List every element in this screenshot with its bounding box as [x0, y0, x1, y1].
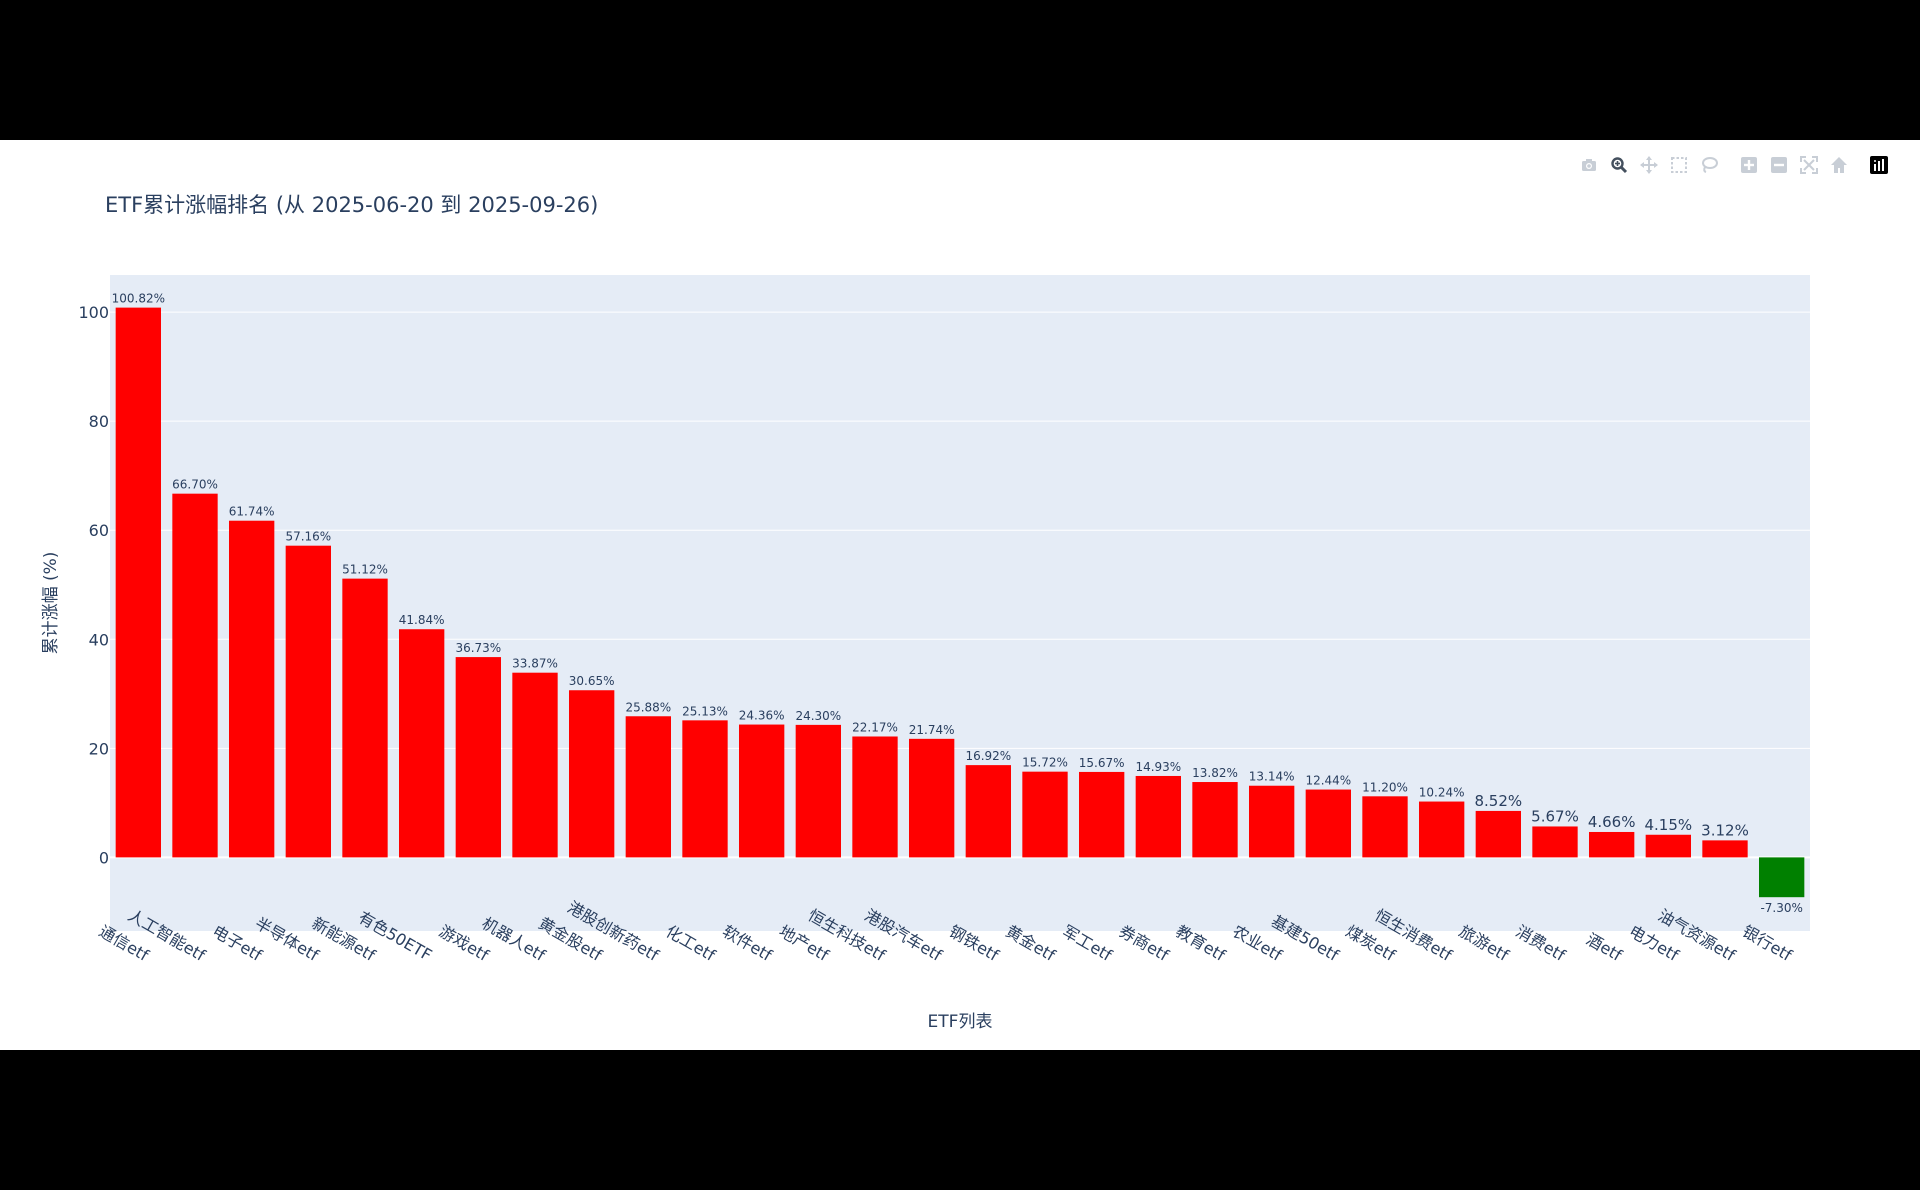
- bar-value-label: 14.93%: [1135, 760, 1181, 774]
- bar[interactable]: [115, 307, 161, 858]
- autoscale-icon[interactable]: [1798, 154, 1820, 176]
- bar-value-label: 36.73%: [455, 641, 501, 655]
- y-tick-label: 60: [89, 521, 109, 540]
- modebar: [1578, 154, 1898, 176]
- bar-value-label: 66.70%: [172, 478, 218, 492]
- bar-value-label: 33.87%: [512, 657, 558, 671]
- bar[interactable]: [1249, 785, 1295, 858]
- bar[interactable]: [852, 736, 898, 858]
- x-tick-label: 酒etf: [1583, 930, 1626, 966]
- bar-value-label: 57.16%: [285, 530, 331, 544]
- bar-value-label: 13.82%: [1192, 766, 1238, 780]
- y-tick-label: 0: [99, 848, 109, 867]
- bar-labels: 100.82% 66.70% 61.74% 57.16% 51.12% 41.84% 36.…: [112, 292, 1803, 916]
- lasso-select-icon[interactable]: [1698, 154, 1720, 176]
- bar[interactable]: [1702, 840, 1748, 858]
- bar-value-label: 4.66%: [1588, 813, 1636, 831]
- bar-value-label: 16.92%: [965, 749, 1011, 763]
- bar[interactable]: [1589, 831, 1635, 858]
- bars: [115, 307, 1805, 898]
- zoom-in-icon[interactable]: [1738, 154, 1760, 176]
- bar[interactable]: [1022, 771, 1068, 858]
- bar[interactable]: [739, 724, 785, 858]
- bar-value-label: 21.74%: [909, 723, 955, 737]
- bar[interactable]: [1192, 782, 1238, 858]
- bar[interactable]: [1645, 834, 1691, 858]
- bar-value-label: 41.84%: [399, 613, 445, 627]
- bar-value-label: 5.67%: [1531, 807, 1579, 825]
- bar[interactable]: [1305, 789, 1351, 858]
- bar[interactable]: [1135, 775, 1181, 858]
- bar[interactable]: [1475, 810, 1521, 858]
- bar[interactable]: [682, 720, 728, 858]
- bar[interactable]: [909, 738, 955, 858]
- zoom-icon[interactable]: [1608, 154, 1630, 176]
- reset-axes-icon[interactable]: [1828, 154, 1850, 176]
- bar-value-label: 51.12%: [342, 563, 388, 577]
- bar[interactable]: [455, 657, 501, 858]
- bar[interactable]: [625, 716, 671, 858]
- bar-value-label: 15.72%: [1022, 756, 1068, 770]
- bar[interactable]: [1419, 801, 1465, 858]
- bar[interactable]: [172, 493, 218, 858]
- y-tick-label: 40: [89, 630, 109, 649]
- x-axis-title: ETF列表: [928, 1012, 993, 1032]
- bar-value-label: -7.30%: [1760, 901, 1802, 915]
- bar-value-label: 24.30%: [795, 709, 841, 723]
- y-axis-ticks: 0 20 40 60 80 100: [78, 303, 109, 867]
- bar[interactable]: [1532, 826, 1578, 858]
- bar[interactable]: [342, 578, 388, 858]
- bar-value-label: 13.14%: [1249, 770, 1295, 784]
- bar-value-label: 11.20%: [1362, 780, 1408, 794]
- bar[interactable]: [1362, 796, 1408, 858]
- bar[interactable]: [285, 545, 331, 858]
- bar-value-label: 24.36%: [739, 709, 785, 723]
- bar[interactable]: [965, 765, 1011, 858]
- bar-value-label: 12.44%: [1305, 774, 1351, 788]
- bar-value-label: 4.15%: [1645, 816, 1693, 834]
- bar-value-label: 8.52%: [1475, 792, 1523, 810]
- gridlines: [110, 311, 1810, 859]
- plot-area: [110, 275, 1810, 931]
- y-axis-title: 累计涨幅 (%): [41, 552, 61, 655]
- bar-value-label: 30.65%: [569, 674, 615, 688]
- bar-value-label: 15.67%: [1079, 756, 1125, 770]
- bar[interactable]: [399, 629, 445, 858]
- box-select-icon[interactable]: [1668, 154, 1690, 176]
- bar-value-label: 22.17%: [852, 720, 898, 734]
- bar-value-label: 25.13%: [682, 704, 728, 718]
- bar-value-label: 10.24%: [1419, 786, 1465, 800]
- pan-icon[interactable]: [1638, 154, 1660, 176]
- bar[interactable]: [795, 724, 841, 858]
- bar-value-label: 3.12%: [1701, 821, 1749, 839]
- y-tick-label: 20: [89, 739, 109, 758]
- y-tick-label: 80: [89, 412, 109, 431]
- zoom-out-icon[interactable]: [1768, 154, 1790, 176]
- chart-title: ETF累计涨幅排名 (从 2025-06-20 到 2025-09-26): [105, 193, 598, 217]
- y-tick-label: 100: [78, 303, 109, 322]
- bar[interactable]: [1079, 771, 1125, 858]
- bar-value-label: 61.74%: [229, 505, 275, 519]
- bar[interactable]: [229, 520, 275, 858]
- bar-value-label: 100.82%: [112, 292, 165, 306]
- plotly-logo-icon[interactable]: [1868, 154, 1890, 176]
- bar-value-label: 25.88%: [625, 700, 671, 714]
- camera-icon[interactable]: [1578, 154, 1600, 176]
- bar[interactable]: [1759, 857, 1805, 898]
- bar[interactable]: [569, 690, 615, 858]
- bar[interactable]: [512, 672, 558, 858]
